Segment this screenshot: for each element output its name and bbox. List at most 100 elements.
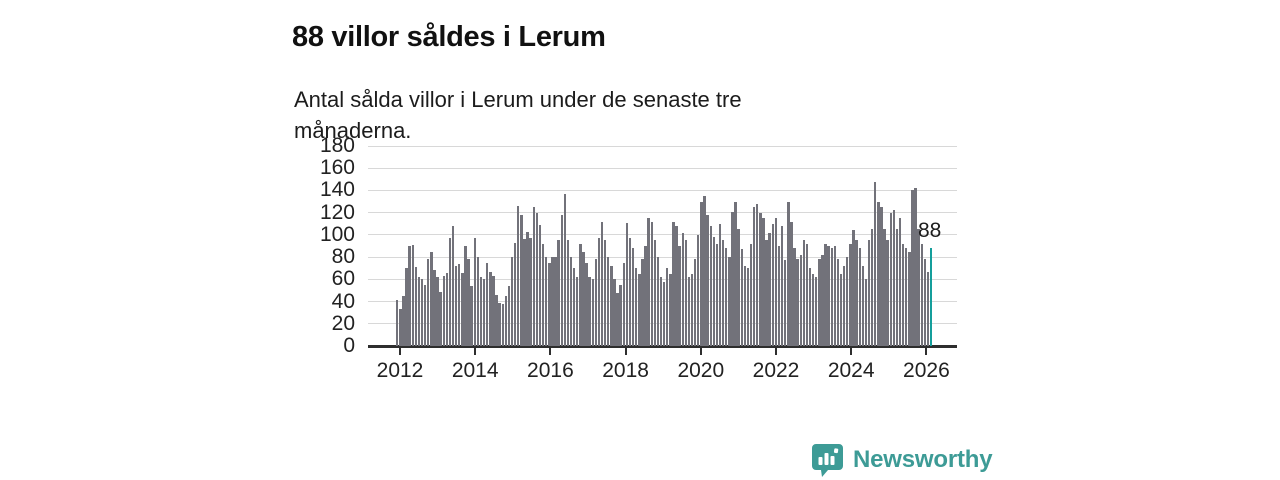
bar xyxy=(697,234,700,346)
bar xyxy=(830,248,833,346)
bar xyxy=(538,224,542,346)
bar xyxy=(790,221,793,346)
bar xyxy=(861,266,864,346)
bar xyxy=(486,262,489,346)
bar xyxy=(777,246,781,346)
bar xyxy=(433,270,436,346)
bar xyxy=(681,232,684,346)
bar xyxy=(569,257,573,346)
bar xyxy=(895,229,899,346)
bar xyxy=(883,229,886,346)
gridline xyxy=(368,323,957,325)
bar xyxy=(725,248,728,346)
gridline xyxy=(368,212,957,214)
bar xyxy=(479,277,483,346)
bar xyxy=(541,243,545,346)
bar xyxy=(889,212,892,346)
bar xyxy=(836,259,840,346)
y-axis-tick-label: 160 xyxy=(319,156,355,180)
bar xyxy=(476,257,480,346)
x-axis-tick-label: 2020 xyxy=(677,359,725,382)
bar xyxy=(675,226,678,346)
x-axis-tick xyxy=(624,348,627,355)
bar xyxy=(787,201,790,346)
bar xyxy=(454,266,458,346)
gridline xyxy=(368,145,957,147)
bar xyxy=(414,267,418,346)
bar xyxy=(607,257,610,346)
bar xyxy=(926,271,930,346)
bar xyxy=(852,230,855,346)
bar xyxy=(799,254,802,346)
bar xyxy=(780,226,784,346)
bar xyxy=(914,188,917,346)
bar xyxy=(600,221,604,346)
bar xyxy=(610,266,613,346)
bar xyxy=(693,259,697,346)
bar xyxy=(495,294,498,346)
bar xyxy=(622,262,625,346)
bar xyxy=(594,259,598,346)
bar xyxy=(774,218,778,346)
bar xyxy=(864,279,868,346)
bar xyxy=(436,277,439,346)
bar xyxy=(768,232,771,346)
bar xyxy=(811,273,815,346)
bar xyxy=(582,251,585,346)
bar xyxy=(563,193,567,346)
y-axis-tick-label: 100 xyxy=(319,222,355,246)
bar xyxy=(737,229,740,346)
bar xyxy=(898,218,902,346)
bar xyxy=(548,262,551,346)
bar xyxy=(513,242,517,346)
bar xyxy=(808,268,812,346)
bar xyxy=(709,226,712,346)
bar xyxy=(529,238,532,346)
bar xyxy=(492,276,495,346)
bar xyxy=(784,260,787,346)
bar xyxy=(616,292,619,346)
gridline xyxy=(368,256,957,258)
bar xyxy=(647,218,650,346)
gridline xyxy=(368,234,957,236)
bar xyxy=(551,257,554,346)
bar xyxy=(666,268,669,346)
bar xyxy=(430,251,433,346)
bar xyxy=(396,300,399,346)
bar xyxy=(526,231,529,346)
bar xyxy=(849,243,852,346)
bar xyxy=(399,309,402,346)
bar xyxy=(917,229,920,346)
x-axis-tick xyxy=(699,348,702,355)
bar xyxy=(728,257,731,346)
bar xyxy=(532,207,535,346)
bar xyxy=(905,248,908,346)
bar xyxy=(420,279,424,346)
bar xyxy=(461,272,464,346)
x-axis-tick-label: 2022 xyxy=(752,359,800,382)
bar xyxy=(417,277,421,346)
bar xyxy=(504,296,508,346)
bar xyxy=(833,246,837,346)
bar xyxy=(703,196,706,346)
bar xyxy=(613,279,616,346)
bar xyxy=(877,201,880,346)
y-axis-tick-label: 140 xyxy=(319,178,355,202)
newsworthy-logo[interactable]: Newsworthy xyxy=(811,443,993,477)
bar xyxy=(470,286,473,346)
bar xyxy=(653,240,657,346)
bar xyxy=(458,263,461,346)
x-axis-tick xyxy=(925,348,928,355)
x-axis-tick xyxy=(850,348,853,355)
bar xyxy=(427,259,430,346)
bar xyxy=(442,276,445,346)
bar xyxy=(650,221,653,346)
bar xyxy=(603,240,607,346)
bar xyxy=(635,268,638,346)
bar xyxy=(756,203,759,346)
x-axis-tick xyxy=(399,348,401,355)
bar xyxy=(793,248,796,346)
bar xyxy=(451,226,455,346)
bar xyxy=(489,271,492,346)
